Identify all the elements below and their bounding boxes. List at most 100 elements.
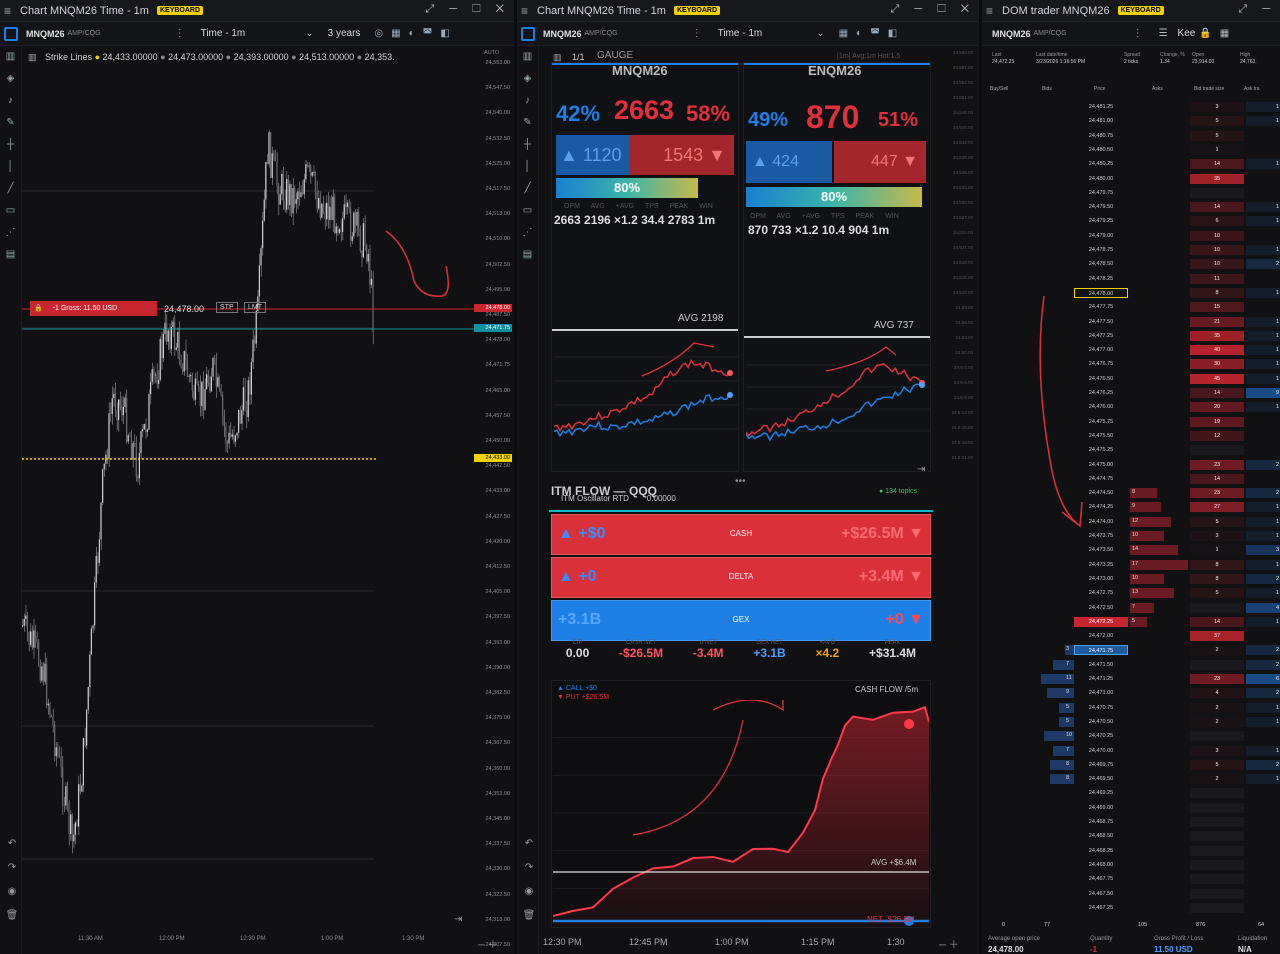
stp-button[interactable]: STP xyxy=(216,302,238,313)
dom-row[interactable]: 24,472.25 5 14 1 xyxy=(982,615,1280,629)
dom-row[interactable]: 24,478.25 11 xyxy=(982,272,1280,286)
dom-row[interactable]: 24,475.25 xyxy=(982,443,1280,457)
dom-row[interactable]: 24,473.00 10 8 2 xyxy=(982,572,1280,586)
fib-icon[interactable]: ⋰ xyxy=(5,227,16,238)
price-cell[interactable]: 24,470.25 xyxy=(1088,733,1114,740)
table-icon[interactable]: ▤ xyxy=(5,249,16,260)
price-cell[interactable]: 24,476.25 xyxy=(1088,390,1114,396)
hline-icon[interactable]: ┼ xyxy=(6,139,15,150)
dom-row[interactable]: 24,477.75 15 xyxy=(982,300,1280,314)
price-cell[interactable]: 24,475.75 xyxy=(1088,418,1114,425)
bottom-icons[interactable]: ↶ ↷ ◉ 🗑 xyxy=(522,838,536,921)
dom-row[interactable]: 24,472.75 13 5 1 xyxy=(982,586,1280,600)
timeframe-select[interactable]: Time - 1m xyxy=(200,28,246,39)
toolbar-icons[interactable]: ◎▦◐◚◧ xyxy=(374,28,458,39)
position-bar[interactable]: 🔒 -1 Gross: 11.50 USD xyxy=(30,301,157,316)
price-cell[interactable]: 24,467.50 xyxy=(1088,890,1114,897)
dom-row[interactable]: 24,468.25 xyxy=(982,844,1280,858)
vline-icon[interactable]: │ xyxy=(524,161,531,172)
dom-row[interactable]: 24,479.25 6 1 xyxy=(982,214,1280,228)
price-cell[interactable]: 24,478.50 xyxy=(1088,261,1114,268)
price-cell[interactable]: 24,471.00 xyxy=(1088,690,1114,697)
dom-row[interactable]: 24,472.50 7 4 xyxy=(982,601,1280,615)
price-cell[interactable]: 24,467.25 xyxy=(1088,904,1114,911)
price-cell[interactable]: 24,469.25 xyxy=(1088,790,1114,797)
dom-row[interactable]: 24,478.50 10 2 xyxy=(982,257,1280,271)
price-cell[interactable]: 24,480.50 xyxy=(1088,146,1114,153)
price-cell[interactable]: 24,479.50 xyxy=(1088,204,1114,211)
price-cell[interactable]: 24,476.50 xyxy=(1088,375,1114,382)
price-cell[interactable]: 24,472.25 xyxy=(1074,616,1128,627)
price-cell[interactable]: 24,470.50 xyxy=(1088,718,1114,725)
panel-toggle-icon[interactable] xyxy=(4,26,18,41)
price-cell[interactable]: 24,468.00 xyxy=(1088,861,1114,868)
dom-ladder[interactable]: 24,481.25 3 1 24,481.00 5 1 24,480.75 5 24,480.5… xyxy=(982,100,1280,918)
price-cell[interactable]: 24,468.25 xyxy=(1088,847,1114,854)
price-cell[interactable]: 24,470.00 xyxy=(1088,747,1114,754)
price-cell[interactable]: 24,472.00 xyxy=(1088,633,1114,640)
dom-row[interactable]: 24,476.50 45 1 xyxy=(982,372,1280,386)
price-cell[interactable]: 24,481.00 xyxy=(1088,118,1114,125)
more-icon[interactable]: ⋮ xyxy=(174,28,185,39)
filter-icon[interactable]: ☰ xyxy=(1158,28,1168,39)
menu-icon[interactable]: ≡ xyxy=(521,3,529,18)
price-cell[interactable]: 24,474.50 xyxy=(1088,490,1114,497)
dom-row[interactable]: 24,480.75 5 xyxy=(982,129,1280,143)
price-cell[interactable]: 24,469.50 xyxy=(1088,776,1114,783)
rect-icon[interactable]: ▭ xyxy=(5,205,16,216)
dom-row[interactable]: 24,479.00 10 xyxy=(982,229,1280,243)
toolbar-icons[interactable]: ▦◐◚◧ xyxy=(838,28,906,39)
dom-row[interactable]: 24,467.25 xyxy=(982,901,1280,915)
price-cell[interactable]: 24,473.25 xyxy=(1088,561,1114,568)
pencil-icon[interactable]: ✎ xyxy=(523,117,532,128)
price-cell[interactable]: 24,474.00 xyxy=(1088,518,1114,525)
price-cell[interactable]: 24,473.00 xyxy=(1088,575,1114,582)
dom-row[interactable]: 24,477.25 35 1 xyxy=(982,329,1280,343)
chevron-down-icon[interactable]: ⌄ xyxy=(816,28,825,39)
dom-row[interactable]: 24,477.50 21 1 xyxy=(982,315,1280,329)
bar-chart-icon[interactable]: ▥ xyxy=(522,51,533,62)
price-cell[interactable]: 24,479.00 xyxy=(1088,232,1114,239)
price-cell[interactable]: 24,471.75 xyxy=(1074,645,1128,656)
dom-row[interactable]: 24,474.75 14 xyxy=(982,472,1280,486)
dom-row[interactable]: 24,478.00 8 1 xyxy=(982,286,1280,300)
price-cell[interactable]: 24,480.75 xyxy=(1088,132,1114,139)
price-cell[interactable]: 24,469.75 xyxy=(1088,761,1114,768)
dom-row[interactable]: 24,472.00 37 xyxy=(982,629,1280,643)
chevron-down-icon[interactable]: ⌄ xyxy=(305,28,314,39)
dom-row[interactable]: 24,481.25 3 1 xyxy=(982,100,1280,114)
window-buttons[interactable]: ⤢ ─ ☐ ✕ xyxy=(425,3,510,15)
price-cell[interactable]: 24,472.75 xyxy=(1088,590,1114,597)
dom-row[interactable]: 24,469.00 xyxy=(982,801,1280,815)
dom-row[interactable]: 10 24,470.25 xyxy=(982,729,1280,743)
layers-icon[interactable]: ◈ xyxy=(6,73,15,84)
cashflow-chart[interactable] xyxy=(553,700,929,926)
dom-row[interactable]: 24,476.75 30 1 xyxy=(982,357,1280,371)
dom-row[interactable]: 24,473.75 10 3 1 xyxy=(982,529,1280,543)
dom-row[interactable]: 11 24,471.25 23 6 xyxy=(982,672,1280,686)
dom-row[interactable]: 24,476.00 20 1 xyxy=(982,400,1280,414)
price-cell[interactable]: 24,476.75 xyxy=(1088,361,1114,368)
dom-row[interactable]: 8 24,469.75 5 2 xyxy=(982,758,1280,772)
range-select[interactable]: 3 years xyxy=(327,28,361,39)
dom-row[interactable]: 7 24,471.50 2 xyxy=(982,658,1280,672)
layers-icon[interactable]: ◈ xyxy=(523,73,532,84)
dom-row[interactable]: 24,479.75 xyxy=(982,186,1280,200)
dom-row[interactable]: 24,477.00 40 1 xyxy=(982,343,1280,357)
collapse-icon[interactable]: ⇥ xyxy=(917,464,926,475)
price-cell[interactable]: 24,475.00 xyxy=(1088,461,1114,468)
dom-row[interactable]: 24,468.50 xyxy=(982,829,1280,843)
dom-row[interactable]: 24,474.50 8 23 2 xyxy=(982,486,1280,500)
price-cell[interactable]: 24,471.25 xyxy=(1088,676,1114,682)
dom-row[interactable]: 24,480.00 35 xyxy=(982,172,1280,186)
axis-auto-label[interactable]: AUTO xyxy=(484,50,500,56)
table-icon[interactable]: ▤ xyxy=(522,249,533,260)
price-cell[interactable]: 24,470.75 xyxy=(1088,704,1114,711)
price-cell[interactable]: 24,472.50 xyxy=(1088,604,1114,611)
menu-icon[interactable]: ≡ xyxy=(4,3,12,18)
dom-row[interactable]: 24,478.75 10 1 xyxy=(982,243,1280,257)
panel-toggle-icon[interactable] xyxy=(521,26,535,41)
price-cell[interactable]: 24,469.00 xyxy=(1088,804,1114,811)
candlestick-chart[interactable] xyxy=(22,66,474,934)
dom-row[interactable]: 24,479.50 14 1 xyxy=(982,200,1280,214)
